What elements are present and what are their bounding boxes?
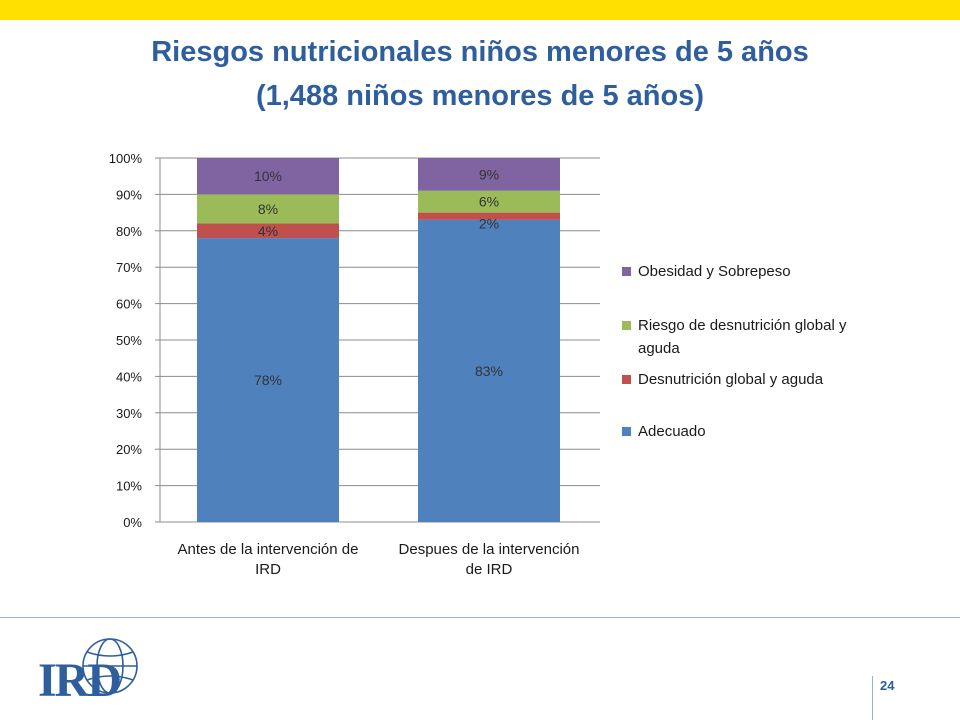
bar-segment — [418, 190, 560, 213]
legend-label-line: Riesgo de desnutrición global y — [638, 317, 847, 334]
x-category-label: IRD — [255, 561, 281, 578]
legend-label-line: Obesidad y Sobrepeso — [638, 263, 791, 280]
data-labels: 78% 4% 8% 10% 83% 2% 6% 9% — [254, 166, 503, 388]
logo-text: IRD — [38, 654, 120, 700]
bars — [197, 158, 560, 522]
y-tick-label: 90% — [116, 187, 142, 202]
top-accent-bar — [0, 0, 960, 20]
bar-segment — [418, 158, 560, 191]
title-line-1: Riesgos nutricionales niños menores de 5… — [151, 36, 809, 68]
legend-label: Desnutrición global y aguda — [638, 370, 878, 390]
bar-segment — [197, 223, 339, 239]
data-label: 10% — [254, 168, 282, 184]
y-tick-label: 10% — [116, 479, 142, 494]
legend-swatch — [622, 321, 631, 330]
y-tick-label: 30% — [116, 406, 142, 421]
page-number: 24 — [880, 678, 895, 693]
title-line-2: (1,488 niños menores de 5 años) — [255, 80, 705, 112]
y-axis-ticks: 0% 10% 20% 30% 40% 50% 60% 70% 80% 90% 100% — [109, 151, 143, 530]
legend-label-line: Desnutrición global y aguda — [638, 371, 824, 388]
legend-swatch — [622, 375, 631, 384]
legend-label-line: aguda — [638, 340, 680, 357]
legend-swatch — [622, 427, 631, 436]
page-number-separator — [872, 676, 873, 720]
y-tick-label: 0% — [123, 515, 142, 530]
y-tick-label: 20% — [116, 442, 142, 457]
data-label: 4% — [258, 223, 278, 239]
legend-label: Riesgo de desnutrición global y aguda — [638, 316, 878, 359]
legend-label: Obesidad y Sobrepeso — [638, 262, 878, 282]
x-category-label: de IRD — [466, 561, 513, 578]
bar-segment — [418, 219, 560, 522]
footer-divider — [0, 617, 960, 618]
bar-segment — [197, 158, 339, 195]
bar-segment — [197, 238, 339, 522]
data-label: 8% — [258, 201, 278, 217]
data-label: 6% — [479, 194, 499, 210]
ird-logo: IRD — [36, 636, 146, 707]
slide-title: Riesgos nutricionales niños menores de 5… — [0, 30, 960, 118]
y-tick-label: 100% — [109, 151, 143, 166]
data-label: 78% — [254, 372, 282, 388]
bar-segment — [418, 212, 560, 220]
legend-label-line: Adecuado — [638, 423, 706, 440]
legend-swatch — [622, 267, 631, 276]
y-tick-label: 70% — [116, 260, 142, 275]
y-tick-label: 40% — [116, 369, 142, 384]
data-label: 2% — [479, 216, 499, 232]
x-axis-categories: Antes de la intervención de IRD Despues de… — [178, 541, 580, 578]
stacked-bar-chart: 0% 10% 20% 30% 40% 50% 60% 70% 80% 90% 100% 78% 4% 8… — [109, 151, 600, 578]
x-category-label: Despues de la intervención — [399, 541, 580, 558]
data-label: 9% — [479, 166, 499, 182]
y-tick-label: 60% — [116, 297, 142, 312]
legend-label: Adecuado — [638, 422, 878, 442]
x-category-label: Antes de la intervención de — [178, 541, 359, 558]
bar-segment — [197, 194, 339, 224]
y-tick-label: 50% — [116, 333, 142, 348]
y-tick-label: 80% — [116, 224, 142, 239]
data-label: 83% — [475, 363, 503, 379]
